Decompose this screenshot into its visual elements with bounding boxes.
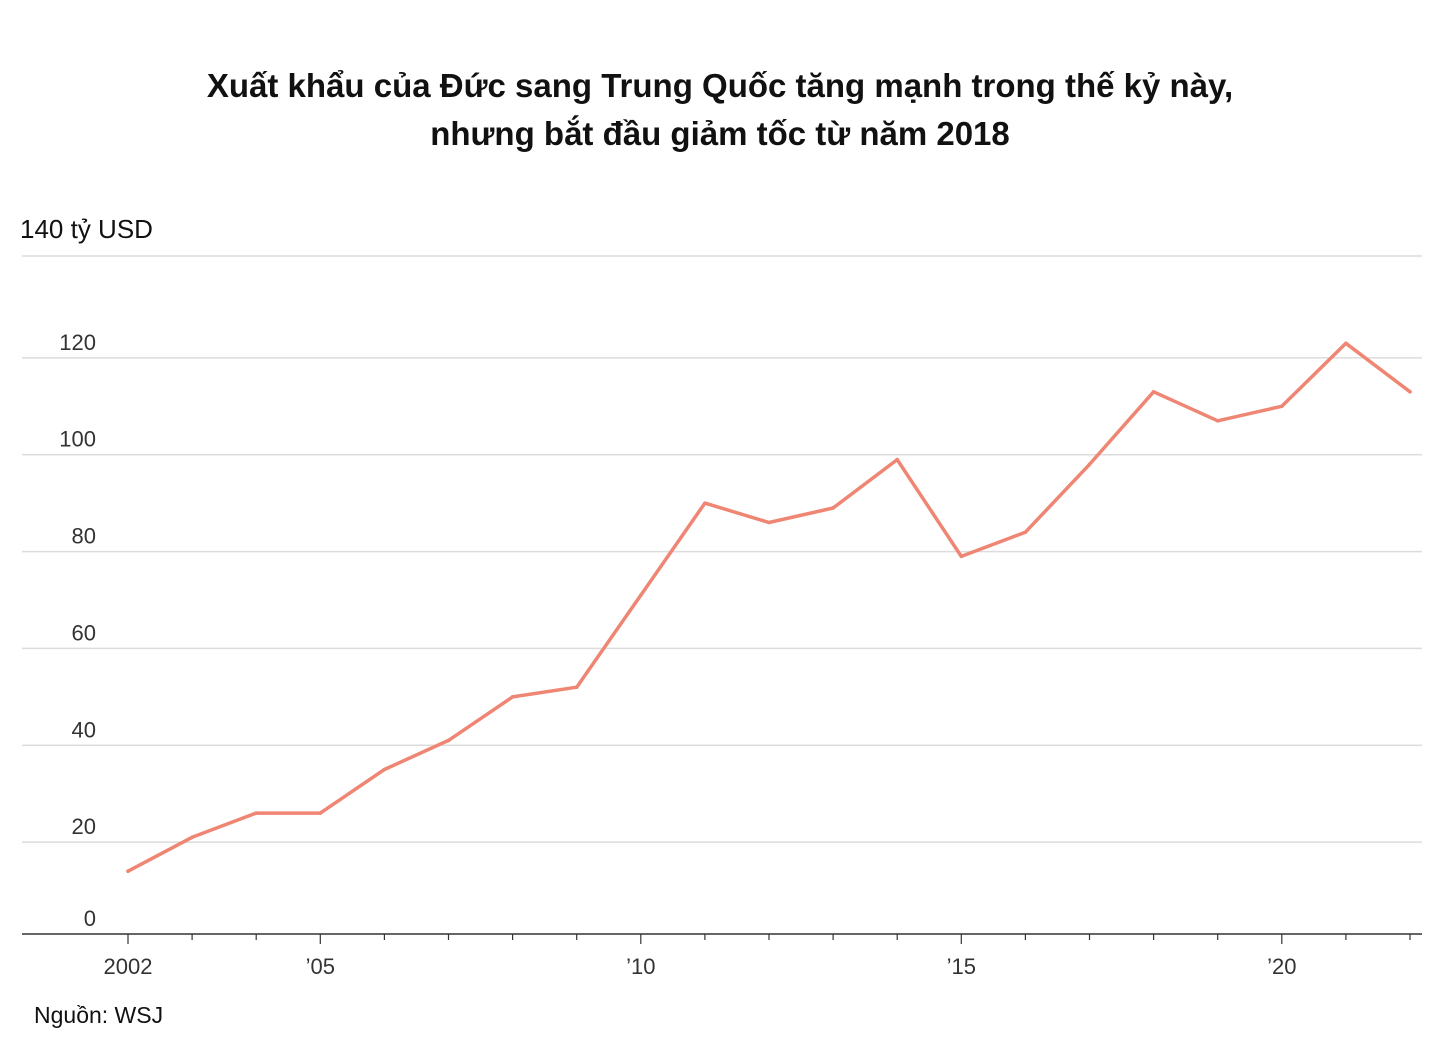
data-point-2008 [510, 695, 515, 699]
x-axis: 2002 ’05 ’10 ’15 ’20 [22, 933, 1422, 979]
data-point-2007 [446, 738, 451, 743]
data-point-2022 [1408, 389, 1412, 394]
data-point-2009 [574, 685, 579, 689]
data-point-2018 [1151, 389, 1156, 394]
data-point-2006 [382, 767, 387, 772]
data-point-2019 [1215, 419, 1220, 423]
line-chart: 0 20 40 60 80 100 120 140 tỷ USD 2002 ’05 ’10 ’15… [20, 214, 1422, 979]
data-point-2004 [254, 811, 258, 815]
chart-title-line-1: Xuất khẩu của Đức sang Trung Quốc tăng m… [206, 67, 1234, 104]
series-group [126, 341, 1412, 873]
y-tick-label-80: 80 [72, 524, 96, 549]
y-axis-unit-label: 140 tỷ USD [20, 214, 153, 244]
x-tick-label-2015: ’15 [947, 954, 976, 979]
y-tick-label-20: 20 [72, 814, 96, 839]
y-tick-label-60: 60 [72, 620, 96, 645]
data-point-2021 [1344, 341, 1348, 346]
data-point-2011 [703, 501, 707, 505]
y-tick-label-0: 0 [84, 906, 96, 931]
y-tick-label-40: 40 [72, 717, 96, 742]
y-tick-label-100: 100 [59, 427, 96, 452]
x-tick-label-2010: ’10 [626, 954, 655, 979]
x-tick-label-2020: ’20 [1267, 954, 1296, 979]
data-point-2002 [126, 869, 130, 873]
gridlines [22, 255, 1422, 843]
data-point-2013 [831, 506, 835, 510]
chart-title-line-2: nhưng bắt đầu giảm tốc từ năm 2018 [430, 115, 1010, 152]
y-axis-tick-labels: 0 20 40 60 80 100 120 [59, 330, 96, 931]
y-tick-label-120: 120 [59, 330, 96, 355]
data-point-2020 [1280, 404, 1284, 409]
data-point-2003 [190, 835, 194, 840]
source-note: Nguồn: WSJ [34, 1002, 164, 1028]
data-point-2015 [959, 554, 964, 559]
chart-title: Xuất khẩu của Đức sang Trung Quốc tăng m… [0, 62, 1440, 158]
data-point-2014 [895, 457, 899, 462]
data-point-2017 [1087, 462, 1092, 467]
data-point-2012 [767, 520, 771, 525]
data-point-2005 [318, 811, 323, 815]
data-point-2016 [1023, 530, 1028, 534]
data-point-2010 [639, 593, 643, 597]
x-tick-label-2002: 2002 [104, 954, 153, 979]
x-tick-label-2005: ’05 [306, 954, 335, 979]
